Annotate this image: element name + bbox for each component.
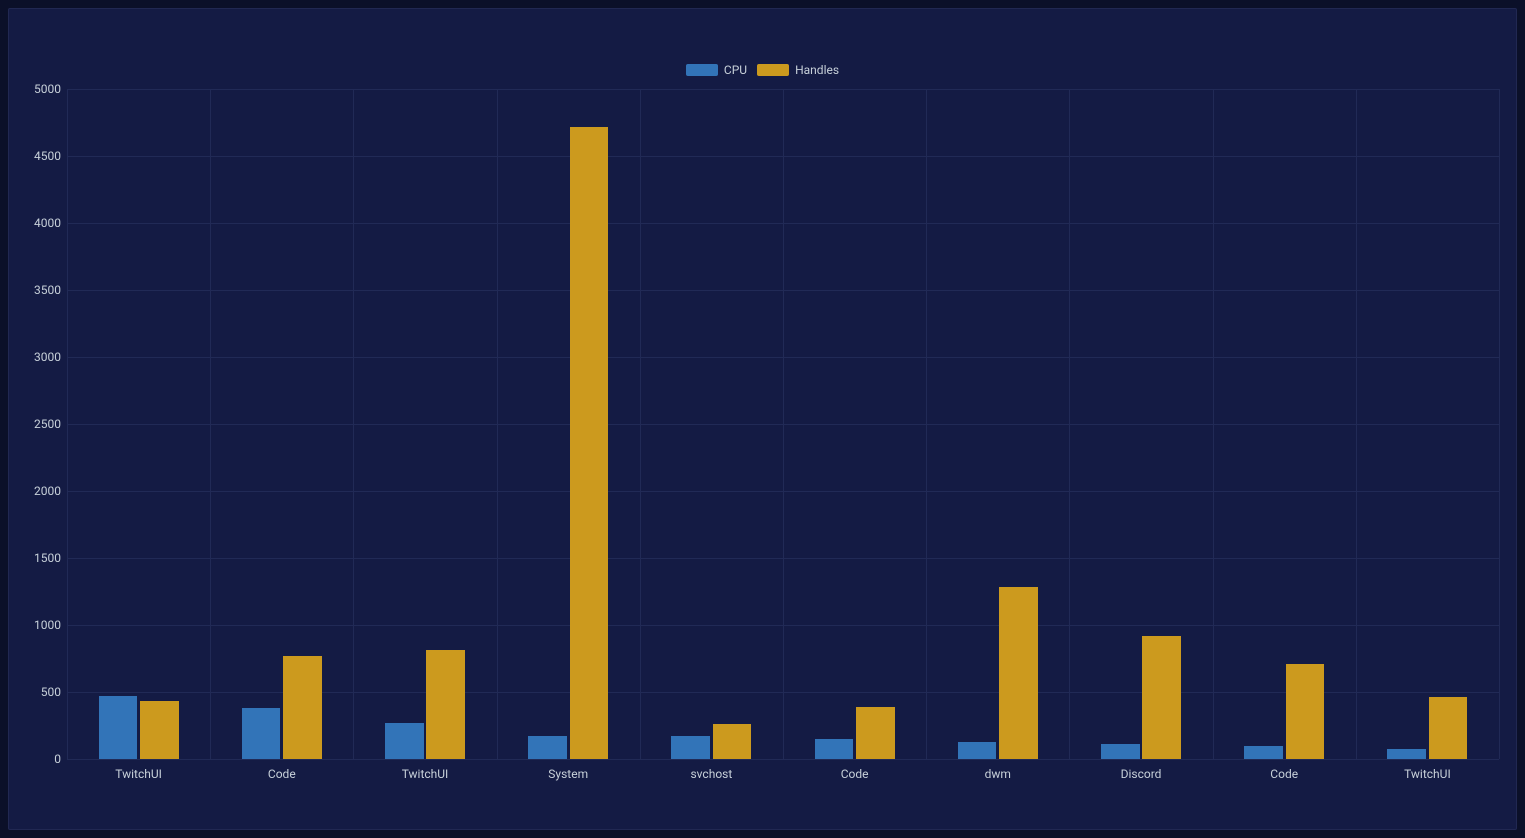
- x-tick-label: TwitchUI: [115, 767, 162, 781]
- y-tick-label: 4000: [34, 216, 61, 230]
- x-tick-label: Code: [841, 767, 869, 781]
- bar-handles[interactable]: [999, 587, 1038, 759]
- bar-cpu[interactable]: [671, 736, 710, 759]
- bar-cpu[interactable]: [815, 739, 854, 759]
- bar-handles[interactable]: [856, 707, 895, 759]
- x-tick-label: Discord: [1121, 767, 1162, 781]
- x-tick-label: System: [548, 767, 588, 781]
- x-tick-label: svchost: [690, 767, 732, 781]
- legend-item-handles[interactable]: Handles: [757, 63, 839, 77]
- grid-line-vertical: [1356, 89, 1357, 759]
- grid-line-horizontal: [67, 759, 1499, 760]
- grid-line-vertical: [926, 89, 927, 759]
- y-tick-label: 2500: [34, 417, 61, 431]
- bar-handles[interactable]: [713, 724, 752, 759]
- y-tick-label: 3500: [34, 283, 61, 297]
- grid-line-vertical: [210, 89, 211, 759]
- chart-panel: CPUHandles 05001000150020002500300035004…: [8, 8, 1517, 830]
- x-tick-label: Code: [1270, 767, 1298, 781]
- bar-cpu[interactable]: [99, 696, 138, 759]
- bar-cpu[interactable]: [385, 723, 424, 759]
- grid-line-vertical: [497, 89, 498, 759]
- bar-handles[interactable]: [570, 127, 609, 759]
- legend-label: Handles: [795, 63, 839, 77]
- bar-handles[interactable]: [1429, 697, 1468, 759]
- grid-line-vertical: [1499, 89, 1500, 759]
- bar-handles[interactable]: [140, 701, 179, 759]
- bar-handles[interactable]: [426, 650, 465, 759]
- y-tick-label: 5000: [34, 82, 61, 96]
- bar-cpu[interactable]: [958, 742, 997, 759]
- y-tick-label: 1000: [34, 618, 61, 632]
- y-tick-label: 3000: [34, 350, 61, 364]
- bar-cpu[interactable]: [1244, 746, 1283, 759]
- legend-label: CPU: [724, 63, 747, 77]
- bar-cpu[interactable]: [528, 736, 567, 759]
- x-tick-label: TwitchUI: [402, 767, 449, 781]
- grid-line-vertical: [67, 89, 68, 759]
- bar-cpu[interactable]: [1101, 744, 1140, 759]
- y-tick-label: 4500: [34, 149, 61, 163]
- grid-line-vertical: [1213, 89, 1214, 759]
- legend-swatch-handles: [757, 64, 789, 76]
- x-tick-label: Code: [268, 767, 296, 781]
- grid-line-vertical: [640, 89, 641, 759]
- y-tick-label: 2000: [34, 484, 61, 498]
- grid-line-vertical: [783, 89, 784, 759]
- grid-line-vertical: [1069, 89, 1070, 759]
- bar-handles[interactable]: [283, 656, 322, 759]
- x-tick-label: TwitchUI: [1404, 767, 1451, 781]
- y-tick-label: 1500: [34, 551, 61, 565]
- legend-item-cpu[interactable]: CPU: [686, 63, 747, 77]
- chart-legend: CPU Handles: [9, 63, 1516, 77]
- bar-handles[interactable]: [1142, 636, 1181, 759]
- y-tick-label: 0: [54, 752, 61, 766]
- chart-plot-area: 0500100015002000250030003500400045005000…: [67, 89, 1499, 759]
- grid-line-vertical: [353, 89, 354, 759]
- y-tick-label: 500: [41, 685, 61, 699]
- bar-cpu[interactable]: [1387, 749, 1426, 759]
- bar-cpu[interactable]: [242, 708, 281, 759]
- bar-handles[interactable]: [1286, 664, 1325, 759]
- legend-swatch-cpu: [686, 64, 718, 76]
- x-tick-label: dwm: [985, 767, 1011, 781]
